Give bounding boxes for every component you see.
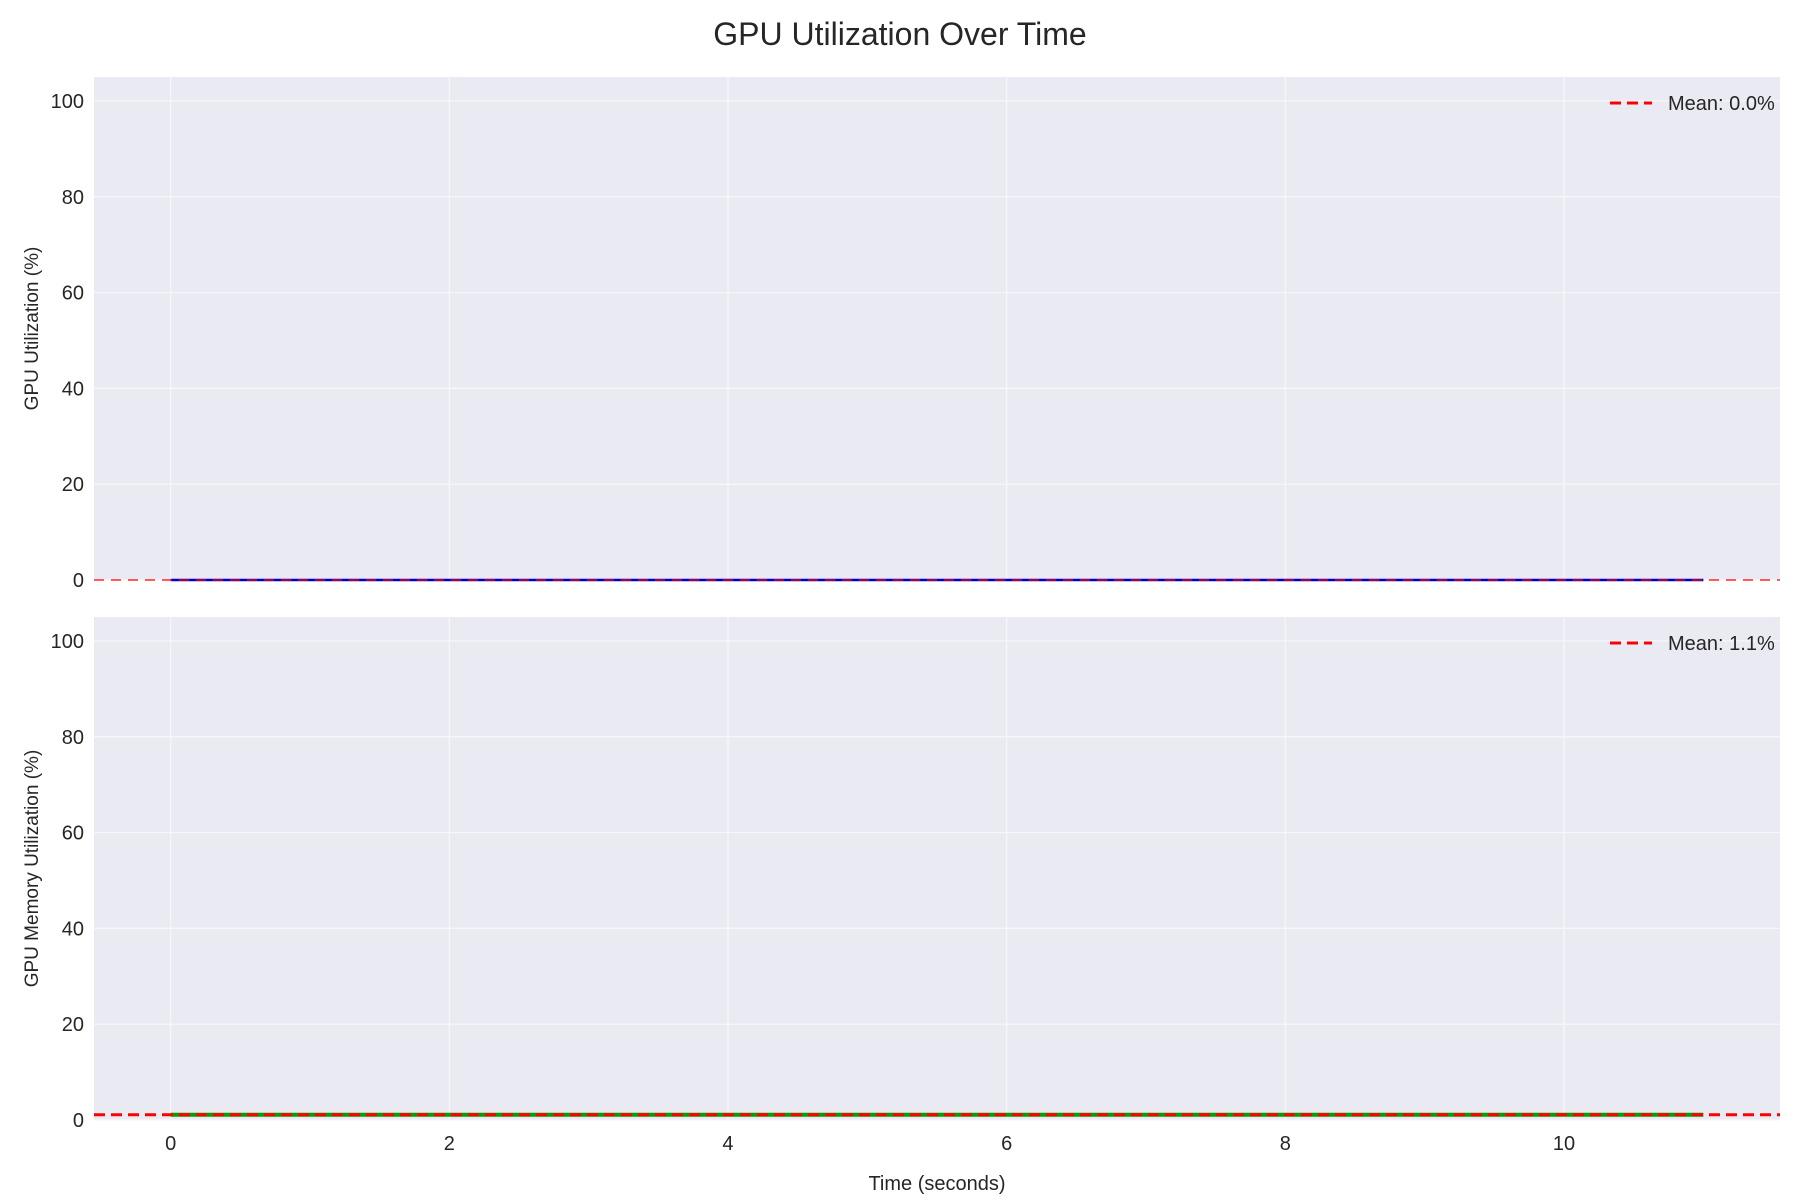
x-tick-label: 8 [1280, 1133, 1291, 1155]
axes-background [94, 77, 1780, 580]
y-tick-label: 20 [62, 474, 84, 496]
legend: Mean: 0.0% [1610, 93, 1775, 115]
y-tick-label: 20 [62, 1014, 84, 1036]
x-tick-label: 2 [444, 1133, 455, 1155]
legend-label: Mean: 1.1% [1668, 633, 1775, 655]
subplot-2: 0 20 40 60 80 100 0 2 4 6 8 10 GPU Memory Utilizatio… [22, 617, 1780, 1195]
y-tick-label: 100 [51, 91, 84, 113]
y-tick-label: 60 [62, 823, 84, 845]
subplot-1: 0 20 40 60 80 100 GPU Utilization (%) Mean: 0.0… [22, 77, 1780, 592]
x-tick-label: 6 [1001, 1133, 1012, 1155]
legend: Mean: 1.1% [1610, 633, 1775, 655]
y-tick-label: 0 [73, 1110, 84, 1132]
y-tick-label: 100 [51, 631, 84, 653]
x-axis-label: Time (seconds) [868, 1173, 1005, 1195]
y-tick-label: 0 [73, 570, 84, 592]
figure-title: GPU Utilization Over Time [713, 16, 1087, 52]
y-tick-label: 80 [62, 727, 84, 749]
legend-label: Mean: 0.0% [1668, 93, 1775, 115]
x-tick-label: 10 [1553, 1133, 1575, 1155]
y-axis-label: GPU Memory Utilization (%) [22, 750, 43, 988]
y-tick-label: 40 [62, 918, 84, 940]
axes-background [94, 617, 1780, 1120]
y-tick-label: 60 [62, 283, 84, 305]
y-axis-label: GPU Utilization (%) [22, 247, 43, 411]
y-tick-label: 80 [62, 187, 84, 209]
y-tick-label: 40 [62, 378, 84, 400]
x-tick-label: 4 [722, 1133, 733, 1155]
x-tick-label: 0 [165, 1133, 176, 1155]
